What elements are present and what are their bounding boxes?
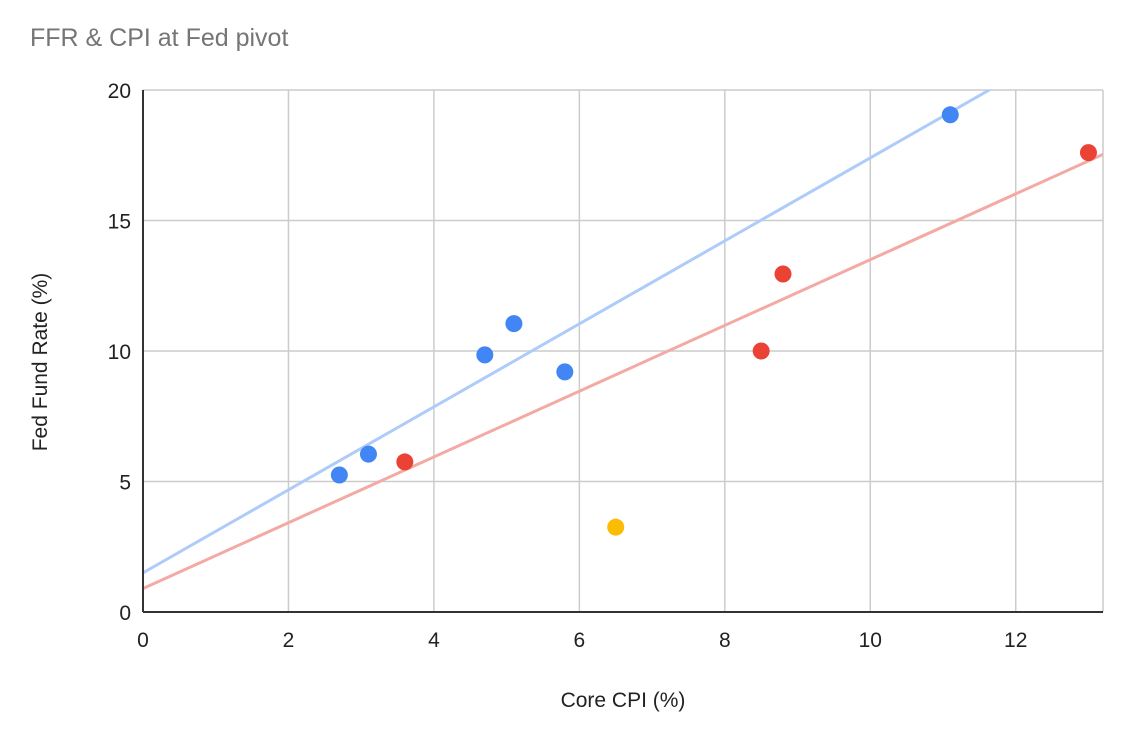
y-axis-title: Fed Fund Rate (%)	[29, 273, 52, 452]
data-point	[774, 265, 792, 283]
chart-title: FFR & CPI at Fed pivot	[30, 24, 289, 52]
x-tick-label: 2	[283, 629, 295, 652]
x-tick-label: 6	[574, 629, 586, 652]
trendlines	[143, 90, 1103, 590]
x-tick-label: 10	[859, 629, 882, 652]
axes	[142, 90, 1103, 613]
x-tick-label: 4	[428, 629, 440, 652]
y-tick-label: 10	[108, 341, 131, 364]
x-tick-label: 12	[1004, 629, 1027, 652]
x-tick-label: 0	[137, 629, 149, 652]
trendline	[143, 153, 1103, 590]
data-point	[752, 342, 770, 360]
data-point	[396, 453, 414, 471]
y-tick-label: 20	[108, 80, 131, 103]
data-point	[941, 106, 959, 124]
tick-labels: 0 2 4 6 8 10 12 0 5 10 15 20	[108, 80, 1028, 652]
data-point	[359, 445, 377, 463]
y-tick-label: 15	[108, 211, 131, 234]
data-points	[330, 106, 1097, 536]
data-point	[505, 315, 523, 333]
data-point	[556, 363, 574, 381]
data-point	[1079, 144, 1097, 162]
data-point	[607, 518, 625, 536]
y-tick-label: 5	[119, 472, 131, 495]
y-tick-label: 0	[119, 602, 131, 625]
x-axis-title: Core CPI (%)	[561, 689, 686, 712]
trendline	[143, 90, 993, 575]
x-tick-label: 8	[719, 629, 731, 652]
data-point	[330, 466, 348, 484]
grid-lines	[143, 89, 1104, 612]
data-point	[476, 346, 494, 364]
